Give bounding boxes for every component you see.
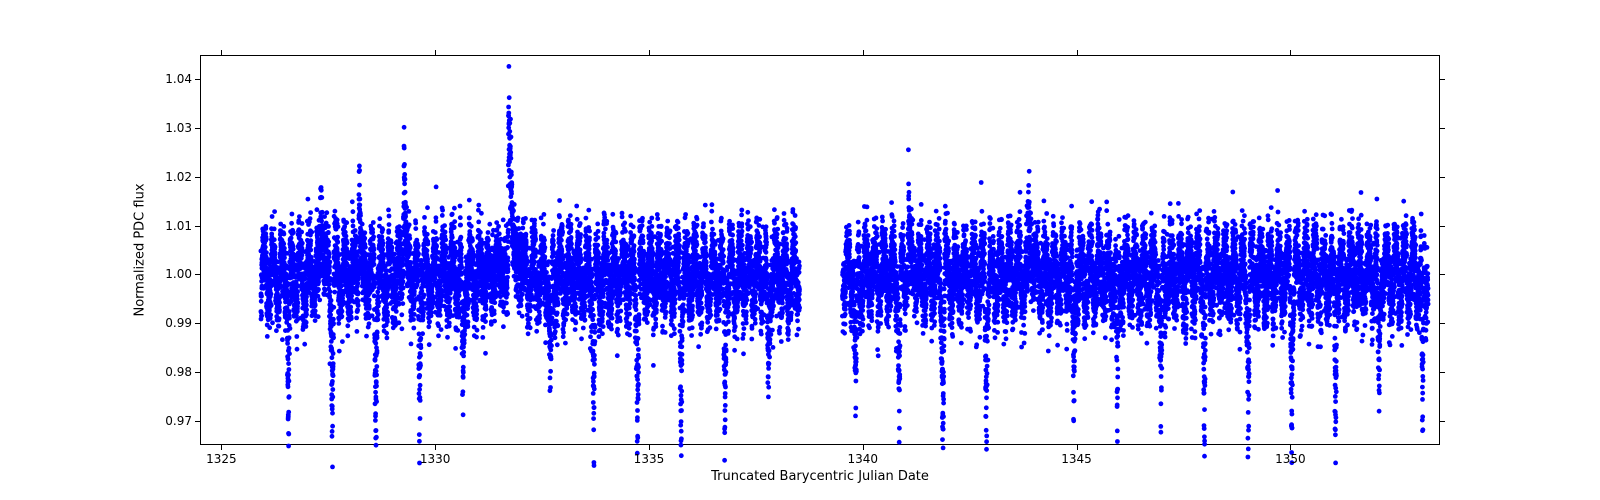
x-tick-mark: [435, 50, 436, 55]
scatter-plot: [201, 56, 1441, 446]
x-tick-mark: [1077, 445, 1078, 450]
x-tick-mark: [649, 445, 650, 450]
y-tick-label: 1.01: [165, 219, 192, 233]
x-tick-mark: [863, 445, 864, 450]
y-tick-mark: [195, 372, 200, 373]
x-tick-label: 1340: [847, 452, 878, 466]
x-tick-label: 1325: [206, 452, 237, 466]
y-tick-mark: [195, 274, 200, 275]
y-tick-mark: [195, 128, 200, 129]
x-tick-mark: [649, 50, 650, 55]
y-tick-mark: [1440, 323, 1445, 324]
y-tick-mark: [1440, 274, 1445, 275]
y-tick-mark: [1440, 128, 1445, 129]
y-tick-mark: [1440, 177, 1445, 178]
y-tick-label: 0.99: [165, 316, 192, 330]
scatter-points: [259, 64, 1431, 469]
y-tick-mark: [195, 323, 200, 324]
y-tick-label: 1.03: [165, 121, 192, 135]
x-tick-label: 1330: [420, 452, 451, 466]
x-tick-label: 1345: [1061, 452, 1092, 466]
y-tick-mark: [1440, 79, 1445, 80]
x-tick-mark: [1290, 50, 1291, 55]
y-tick-label: 1.02: [165, 170, 192, 184]
x-tick-mark: [1290, 445, 1291, 450]
axes: [200, 55, 1440, 445]
x-tick-label: 1350: [1275, 452, 1306, 466]
y-tick-mark: [1440, 372, 1445, 373]
y-tick-label: 0.98: [165, 365, 192, 379]
figure: Truncated Barycentric Julian Date Normal…: [0, 0, 1600, 500]
y-axis-label: Normalized PDC flux: [133, 183, 148, 316]
y-tick-label: 0.97: [165, 414, 192, 428]
y-tick-mark: [195, 421, 200, 422]
y-tick-mark: [195, 226, 200, 227]
x-tick-mark: [221, 445, 222, 450]
y-tick-mark: [1440, 226, 1445, 227]
y-tick-mark: [195, 79, 200, 80]
y-tick-mark: [195, 177, 200, 178]
y-tick-mark: [1440, 421, 1445, 422]
y-tick-label: 1.04: [165, 72, 192, 86]
x-tick-mark: [435, 445, 436, 450]
x-axis-label: Truncated Barycentric Julian Date: [711, 469, 929, 484]
x-tick-label: 1335: [634, 452, 665, 466]
x-tick-mark: [221, 50, 222, 55]
y-tick-label: 1.00: [165, 267, 192, 281]
x-tick-mark: [863, 50, 864, 55]
x-tick-mark: [1077, 50, 1078, 55]
